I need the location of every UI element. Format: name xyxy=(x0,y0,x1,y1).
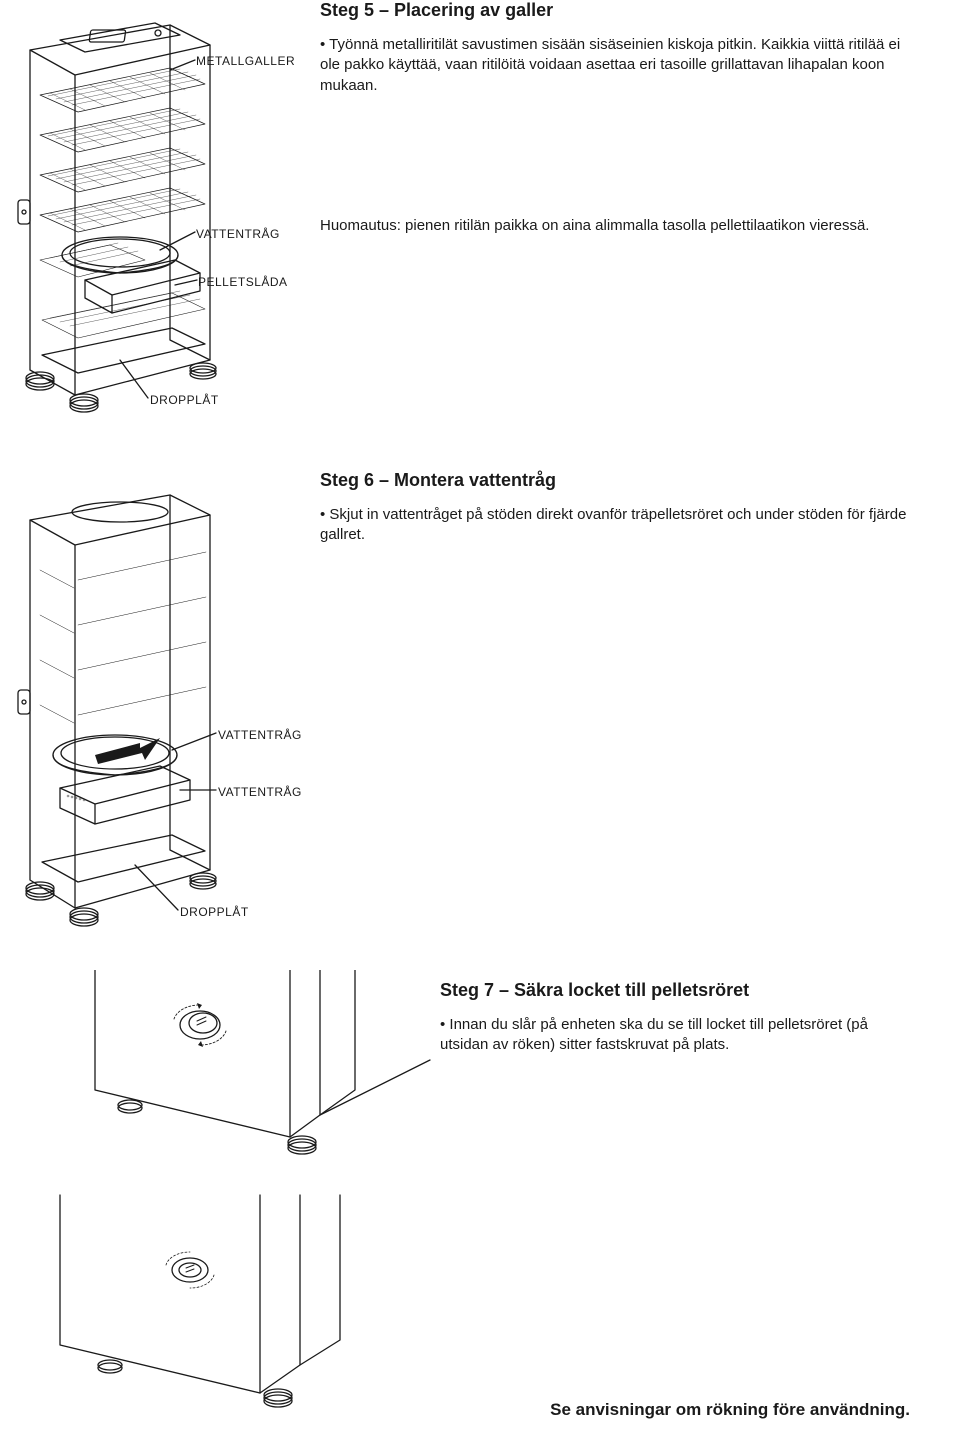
label-metallgaller: METALLGALLER xyxy=(196,54,295,68)
label-dropplat: DROPPLÅT xyxy=(150,393,219,407)
step7-title: Steg 7 – Säkra locket till pelletsröret xyxy=(440,980,920,1001)
label-dropplat-2: DROPPLÅT xyxy=(180,905,249,919)
label-vattentrag: VATTENTRÅG xyxy=(196,227,280,241)
step5-p1: • Työnnä metalliritilät savustimen sisää… xyxy=(320,35,920,96)
step7-svg xyxy=(0,970,440,1450)
step7-p1: • Innan du slår på enheten ska du se til… xyxy=(440,1015,920,1056)
step6-svg xyxy=(0,470,320,960)
label-vattentrag-2: VATTENTRÅG xyxy=(218,785,302,799)
label-vattentrag-1: VATTENTRÅG xyxy=(218,728,302,742)
step7-text: Steg 7 – Säkra locket till pelletsröret … xyxy=(440,970,920,1066)
step6-p1: • Skjut in vattentråget på stöden direkt… xyxy=(320,505,920,546)
footer-note: Se anvisningar om rökning före användnin… xyxy=(550,1400,910,1420)
step5-section: METALLGALLER VATTENTRÅG PELLETSLÅDA DROP… xyxy=(0,0,960,430)
step6-section: VATTENTRÅG VATTENTRÅG DROPPLÅT xyxy=(0,430,960,960)
step6-title: Steg 6 – Montera vattentråg xyxy=(320,470,920,491)
step6-figure: VATTENTRÅG VATTENTRÅG DROPPLÅT xyxy=(0,470,320,960)
step5-text: Steg 5 – Placering av galler • Työnnä me… xyxy=(320,0,920,246)
step5-figure: METALLGALLER VATTENTRÅG PELLETSLÅDA DROP… xyxy=(0,0,320,430)
step6-text: Steg 6 – Montera vattentråg • Skjut in v… xyxy=(320,470,920,556)
step7-section: Steg 7 – Säkra locket till pelletsröret … xyxy=(0,960,960,1450)
step5-p2: Huomautus: pienen ritilän paikka on aina… xyxy=(320,216,920,236)
step7-figure xyxy=(0,970,440,1450)
step5-title: Steg 5 – Placering av galler xyxy=(320,0,920,21)
label-pelletslada: PELLETSLÅDA xyxy=(198,275,288,289)
